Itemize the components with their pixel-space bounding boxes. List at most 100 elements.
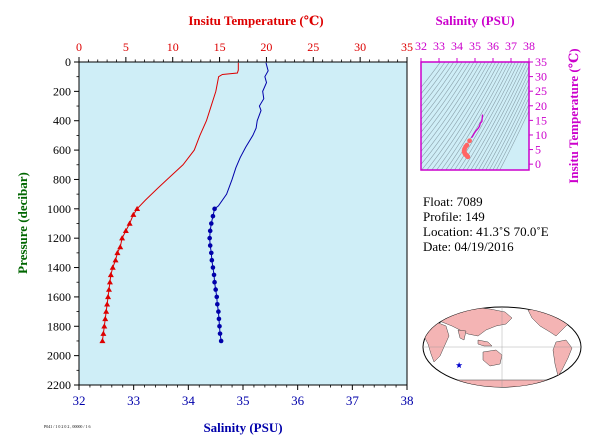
- left-tick-label: 1400: [47, 261, 71, 275]
- ts-top-ticks: 32 33 34 35 36 37 38: [415, 39, 535, 62]
- ts-top-tick-label: 37: [505, 39, 517, 53]
- salinity-point: [207, 235, 212, 241]
- temperature-point: [106, 279, 113, 285]
- top-tick-label: 15: [214, 40, 226, 54]
- top-axis-ticks: 0 5 10 15 20 25 30 35: [76, 40, 413, 62]
- salinity-point: [217, 331, 223, 336]
- isopycnal-line: [421, 62, 450, 101]
- top-axis-title: Insitu Temperature (℃): [188, 13, 323, 28]
- temperature-point: [109, 264, 116, 270]
- ts-top-title: Salinity (PSU): [435, 13, 514, 28]
- salinity-point: [211, 272, 217, 278]
- salinity-point: [216, 309, 221, 314]
- salinity-point: [212, 206, 217, 212]
- star-icon: [455, 361, 463, 369]
- left-tick-label: 600: [53, 143, 71, 157]
- salinity-point: [207, 243, 213, 248]
- isopycnal-line: [431, 62, 500, 170]
- temperature-point: [122, 227, 129, 234]
- salinity-point: [218, 338, 224, 344]
- ts-right-tick-label: 35: [535, 55, 547, 69]
- salinity-point: [209, 257, 215, 263]
- isopycnal-line: [426, 62, 497, 170]
- world-map: [422, 306, 582, 388]
- isopycnal-line: [492, 97, 529, 170]
- salinity-point: [208, 221, 214, 226]
- isopycnal-line: [421, 62, 486, 159]
- ts-right-tick-label: 15: [535, 113, 547, 127]
- ts-deep-point: [467, 138, 472, 144]
- isopycnal-line: [485, 84, 529, 170]
- isopycnal-line: [489, 90, 529, 170]
- float-location-marker: [455, 361, 463, 369]
- bottom-tick-label: 33: [127, 393, 140, 408]
- isopycnal-line: [436, 62, 503, 170]
- location-label: Location: 41.3˚S 70.0˚E: [423, 224, 549, 239]
- temperature-point: [126, 220, 133, 226]
- salinity-point: [212, 279, 217, 285]
- salinity-point: [208, 250, 214, 256]
- isopycnal-line: [421, 62, 482, 153]
- ts-right-tick-label: 10: [535, 128, 547, 142]
- top-tick-label: 30: [354, 40, 366, 54]
- ts-top-tick-label: 33: [433, 39, 445, 53]
- salinity-point: [213, 287, 218, 292]
- salinity-point: [215, 301, 220, 307]
- isopycnal-line: [478, 71, 529, 170]
- top-tick-label: 10: [167, 40, 179, 54]
- isopycnal-line: [458, 62, 519, 170]
- temperature-point: [114, 249, 121, 256]
- temperature-point: [134, 205, 141, 212]
- temperature-point: [105, 293, 112, 300]
- bottom-tick-label: 36: [291, 393, 305, 408]
- salinity-point: [216, 316, 222, 322]
- temperature-point: [103, 308, 110, 314]
- profile-label: Profile: 149: [423, 209, 485, 224]
- isopycnal-line: [421, 62, 467, 127]
- temperature-point: [99, 337, 106, 344]
- bottom-tick-label: 35: [237, 393, 250, 408]
- temperature-point: [117, 243, 124, 250]
- isopycnal-line: [421, 62, 493, 170]
- temperature-point: [104, 301, 111, 307]
- salinity-point: [207, 228, 213, 234]
- isopycnal-line: [421, 62, 479, 146]
- ts-top-tick-label: 38: [523, 39, 535, 53]
- ts-top-tick-label: 35: [469, 39, 481, 53]
- top-tick-label: 0: [76, 40, 82, 54]
- top-tick-label: 5: [123, 40, 129, 54]
- plot-background: [78, 61, 408, 386]
- left-tick-label: 1600: [47, 290, 71, 304]
- ts-background: [421, 62, 529, 170]
- temperature-point: [101, 323, 108, 329]
- left-tick-label: 800: [53, 172, 71, 186]
- left-tick-label: 2000: [47, 349, 71, 363]
- isopycnal-line: [470, 62, 529, 170]
- left-tick-label: 0: [65, 55, 71, 69]
- ts-deep-point: [465, 154, 471, 160]
- isopycnal-line: [421, 62, 490, 165]
- temperature-point: [112, 257, 119, 263]
- ts-right-tick-label: 25: [535, 84, 547, 98]
- ts-right-tick-label: 0: [535, 157, 541, 171]
- temperature-point: [130, 211, 137, 217]
- ts-top-tick-label: 32: [415, 39, 427, 53]
- footer-note: P041 / 1 0 2 0 2 , 00000 / 1 6: [44, 424, 90, 430]
- left-tick-label: 200: [53, 84, 71, 98]
- isopycnal-line: [440, 62, 507, 170]
- bottom-tick-label: 38: [401, 393, 414, 408]
- left-tick-label: 400: [53, 114, 71, 128]
- salinity-point: [210, 265, 216, 270]
- isopycnal-line: [445, 62, 510, 170]
- isopycnal-line: [466, 62, 526, 170]
- isopycnal-line: [481, 77, 529, 170]
- isopycnal-line: [454, 62, 516, 170]
- isopycnal-line: [421, 62, 471, 133]
- temperature-point: [100, 330, 107, 336]
- isopycnal-line: [421, 62, 459, 114]
- ts-right-tick-label: 30: [535, 70, 547, 84]
- isopycnal-line: [421, 62, 455, 108]
- ts-right-tick-label: 20: [535, 99, 547, 113]
